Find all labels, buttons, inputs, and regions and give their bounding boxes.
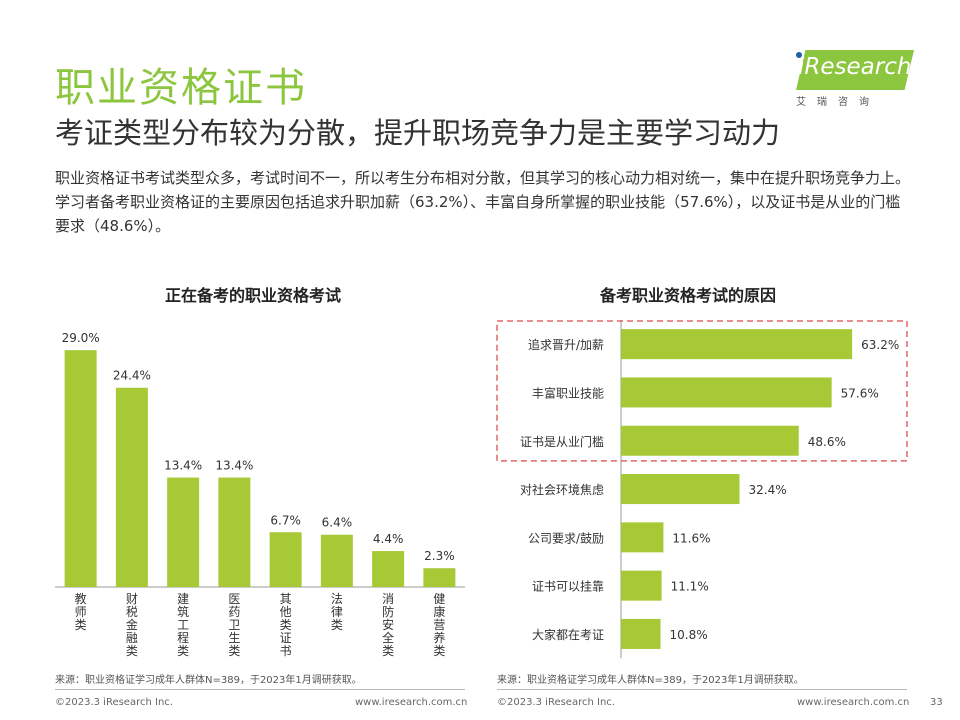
right-category-label: 大家都在考证 (532, 627, 604, 642)
footer-divider-right (497, 689, 907, 690)
page-title: 职业资格证书 (55, 65, 307, 111)
left-bar-value-label: 29.0% (62, 331, 100, 345)
left-bar-5 (320, 534, 353, 587)
page-description: 职业资格证书考试类型众多，考试时间不一，所以考生分布相对分散，但其学习的核心动力… (55, 169, 911, 235)
left-category-label: 健康营养类 (433, 592, 445, 658)
right-bar-value-label: 57.6% (841, 386, 879, 400)
left-bar-1 (115, 387, 148, 587)
left-chart-title: 正在备考的职业资格考试 (165, 286, 342, 305)
left-bar-value-label: 13.4% (164, 459, 202, 473)
page-subtitle: 考证类型分布较为分散，提升职场竞争力是主要学习动力 (55, 116, 781, 150)
right-bar-value-label: 63.2% (861, 338, 899, 352)
source-note-left: 来源：职业资格证学习成年人群体N=389，于2023年1月调研获取。 (55, 675, 362, 686)
right-bar-5 (621, 570, 662, 601)
right-bar-value-label: 11.6% (672, 531, 710, 545)
left-bar-value-label: 4.4% (373, 532, 404, 546)
right-category-label: 对社会环境焦虑 (520, 482, 604, 497)
right-bar-0 (621, 329, 853, 360)
left-category-label: 医药卫生类 (228, 592, 240, 658)
right-bar-1 (621, 377, 832, 408)
left-bar-value-label: 6.7% (270, 513, 301, 527)
highlight-box (496, 320, 908, 462)
right-bar-value-label: 11.1% (671, 580, 709, 594)
iresearch-logo: iResearch 艾瑞咨询 (790, 50, 915, 110)
right-category-label: 追求晋升/加薪 (528, 337, 604, 352)
footer-divider-left (55, 689, 465, 690)
right-category-label: 丰富职业技能 (532, 385, 604, 400)
right-category-label: 证书是从业门槛 (520, 434, 604, 449)
right-category-label: 公司要求/鼓励 (528, 531, 604, 545)
right-bar-3 (621, 474, 740, 505)
right-bar-4 (621, 522, 664, 553)
left-category-label: 财税金融类 (126, 592, 138, 658)
left-category-label: 教师类 (75, 591, 87, 632)
right-bar-value-label: 32.4% (748, 483, 786, 497)
logo-text: iResearch (798, 54, 912, 80)
left-bar-value-label: 2.3% (424, 549, 455, 563)
left-category-label: 消防安全类 (382, 592, 394, 658)
right-chart-title: 备考职业资格考试的原因 (600, 286, 777, 305)
page-number: 33 (930, 697, 943, 708)
right-category-label: 证书可以挂靠 (532, 580, 604, 594)
left-bar-0 (64, 350, 97, 587)
left-bar-7 (423, 568, 456, 587)
logo-dot-icon (796, 52, 802, 58)
left-bar-6 (372, 551, 405, 587)
right-bar-2 (621, 425, 799, 456)
url-left: www.iresearch.com.cn (355, 697, 468, 708)
left-bar-3 (218, 477, 251, 587)
logo-cn-text: 艾瑞咨询 (796, 97, 880, 108)
right-bar-value-label: 10.8% (669, 628, 707, 642)
left-bar-2 (167, 477, 200, 587)
left-bar-value-label: 13.4% (215, 459, 253, 473)
source-note-right: 来源：职业资格证学习成年人群体N=389，于2023年1月调研获取。 (497, 675, 804, 686)
left-category-label: 其他类证书 (280, 592, 292, 658)
left-bar-value-label: 24.4% (113, 369, 151, 383)
left-bar-4 (269, 532, 302, 587)
copyright-left: ©2023.3 iResearch Inc. (55, 697, 173, 708)
right-bar-value-label: 48.6% (808, 435, 846, 449)
left-category-label: 建筑工程类 (177, 592, 189, 658)
left-bar-value-label: 6.4% (322, 516, 353, 530)
left-category-label: 法律类 (331, 592, 343, 632)
url-right: www.iresearch.com.cn (797, 697, 910, 708)
copyright-right: ©2023.3 iResearch Inc. (497, 697, 615, 708)
right-bar-6 (621, 618, 661, 649)
